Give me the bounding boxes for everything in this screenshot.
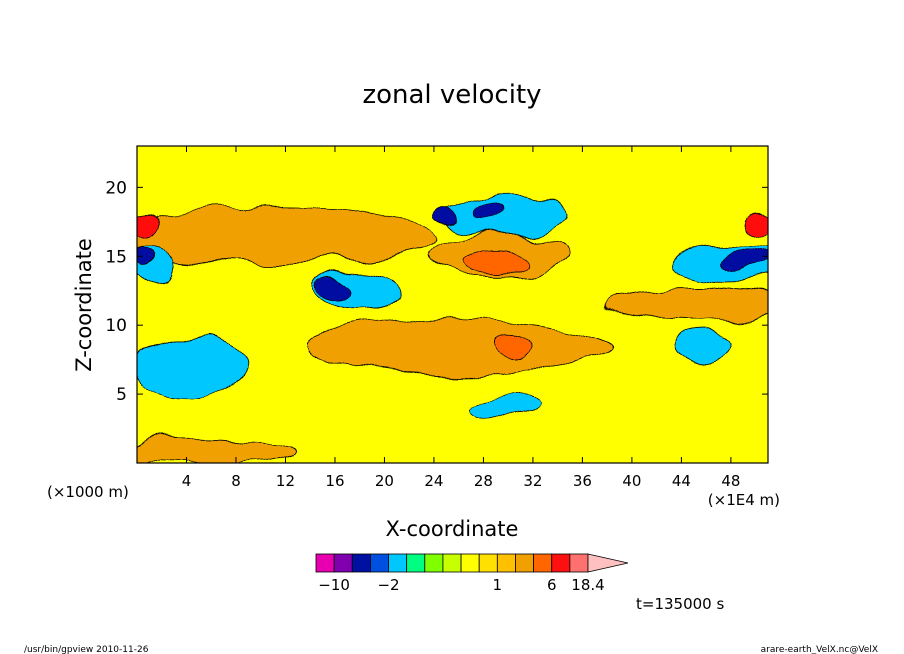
y-tick-label: 15: [105, 247, 127, 267]
colorbar-swatch: [533, 553, 553, 573]
x-tick-label: 12: [276, 472, 295, 490]
colorbar-swatch: [442, 553, 462, 573]
plot-frame: [136, 145, 769, 464]
footer-right: arare-earth_VelX.nc@VelX: [761, 645, 878, 654]
x-tick-label: 16: [325, 472, 344, 490]
colorbar-label: −10: [318, 576, 350, 594]
field-region-15: [674, 331, 738, 361]
colorbar-swatch: [478, 553, 498, 573]
time-label: t=135000 s: [636, 595, 724, 613]
colorbar-swatch: [369, 553, 389, 573]
colorbar-swatch: [424, 553, 444, 573]
x-tick-label: 20: [375, 472, 394, 490]
field-region-20: [433, 207, 460, 223]
field-region-7: [137, 209, 160, 235]
field-region-3: [606, 287, 768, 322]
field-region-8: [749, 210, 768, 234]
colorbar-swatch: [496, 553, 516, 573]
x-tick-label: 24: [424, 472, 443, 490]
field-region-16: [318, 279, 352, 303]
colorbar-swatch: [388, 553, 408, 573]
colorbar-label: 18.4: [571, 576, 604, 594]
x-axis: 4 8 12 16 20 24 28 32 36 40 44 48: [182, 146, 740, 490]
field-region-2: [309, 317, 608, 374]
y-tick-label: 10: [105, 316, 127, 336]
colorbar-swatch: [460, 553, 480, 573]
field-region-18: [718, 247, 768, 271]
x-tick-label: 28: [474, 472, 493, 490]
colorbar-swatch: [569, 553, 589, 573]
field-region-0: [137, 207, 435, 264]
x-tick-label: 40: [622, 472, 641, 490]
colorbar-label: −2: [377, 576, 399, 594]
field-region-5: [464, 250, 528, 276]
colorbar-swatch: [315, 553, 335, 573]
field-region-14: [476, 396, 540, 420]
x-tick-label: 36: [573, 472, 592, 490]
chart-title: zonal velocity: [362, 80, 541, 110]
colorbar-swatch: [551, 553, 571, 573]
field-region-6: [495, 333, 534, 359]
footer-left: /usr/bin/gpview 2010-11-26: [24, 645, 149, 654]
colorbar: −10 −2 1 6 18.4: [315, 553, 629, 594]
y-tick-label: 5: [116, 385, 127, 405]
field-region-9: [137, 334, 249, 399]
x-tick-label: 48: [721, 472, 740, 490]
colorbar-swatch: [406, 553, 426, 573]
y-unit-note: (×1000 m): [47, 483, 129, 501]
x-unit-note: (×1E4 m): [708, 491, 780, 509]
plot-area: [136, 145, 769, 464]
field-region-19: [476, 200, 503, 221]
y-tick-label: 20: [105, 178, 127, 198]
y-axis-label: Z-coordinate: [72, 238, 96, 372]
x-tick-label: 44: [672, 472, 691, 490]
colorbar-swatch: [333, 553, 353, 573]
y-axis: 5 10 15 20: [105, 178, 768, 405]
colorbar-swatch: [351, 553, 371, 573]
field-region-17: [137, 244, 154, 268]
colorbar-label: 1: [493, 576, 503, 594]
x-tick-label: 32: [523, 472, 542, 490]
field-region-11: [445, 193, 571, 236]
velocity-field: [137, 146, 768, 463]
colorbar-swatch: [515, 553, 535, 573]
x-axis-label: X-coordinate: [386, 517, 519, 541]
x-tick-label: 4: [182, 472, 192, 490]
colorbar-label: 6: [547, 576, 557, 594]
x-tick-label: 8: [231, 472, 241, 490]
field-region-1: [137, 437, 299, 463]
colorbar-overflow-arrow: [587, 553, 629, 573]
